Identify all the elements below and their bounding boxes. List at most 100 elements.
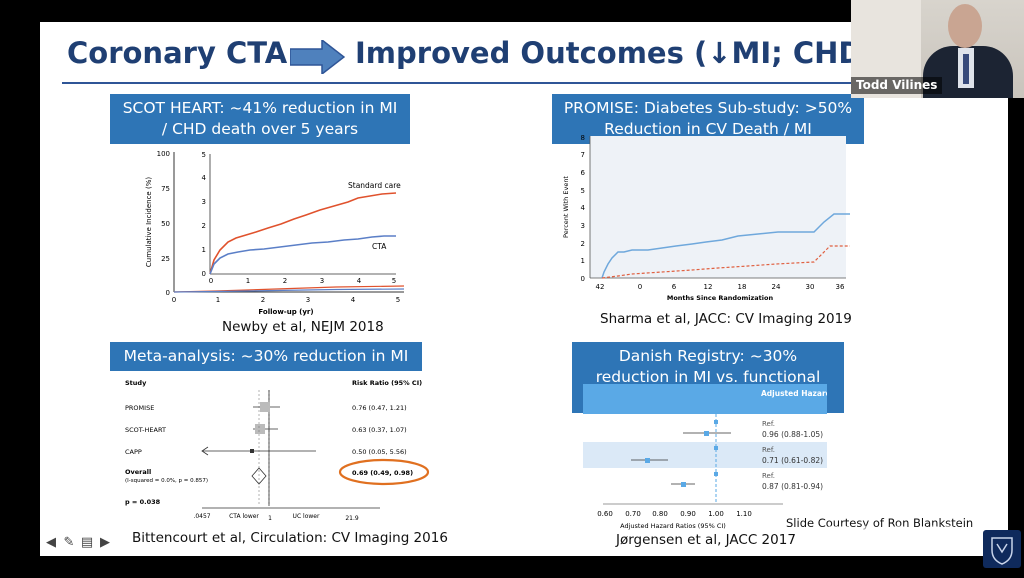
danish-ref: Ref. bbox=[762, 446, 775, 454]
promise-x-tick: 0 bbox=[638, 283, 642, 291]
scot-heart-heading: SCOT HEART: ~41% reduction in MI / CHD d… bbox=[110, 94, 410, 144]
slides-icon[interactable]: ▤ bbox=[80, 535, 94, 550]
scot-inner-x-tick: 4 bbox=[357, 277, 362, 285]
meta-x-right: 21.9 bbox=[345, 515, 359, 522]
scot-inner-y-tick: 0 bbox=[202, 270, 206, 278]
danish-hr: 0.87 (0.81-0.94) bbox=[762, 482, 823, 491]
meta-overall-rr: 0.69 (0.49, 0.98) bbox=[352, 469, 413, 477]
cta-label: CTA bbox=[372, 242, 387, 251]
scot-heart-citation: Newby et al, NEJM 2018 bbox=[222, 319, 384, 335]
danish-x-label: Adjusted Hazard Ratios (95% CI) bbox=[620, 522, 726, 530]
standard-care-label: Standard care bbox=[348, 181, 401, 190]
slide-title: Coronary CTA Improved Outcomes (↓MI; CHD bbox=[40, 22, 1008, 92]
scot-x-tick: 0 bbox=[172, 296, 176, 304]
scot-x-tick: 5 bbox=[396, 296, 400, 304]
cta-curve bbox=[209, 235, 396, 275]
meta-citation: Bittencourt et al, Circulation: CV Imagi… bbox=[132, 530, 448, 546]
scot-heart-chart: 100 75 50 25 0 Cumulative Incidence (%) … bbox=[145, 150, 405, 316]
danish-x-tick: 0.80 bbox=[652, 510, 668, 518]
meta-overall-sub: (I-squared = 0.0%, p = 0.857) bbox=[125, 478, 208, 484]
pen-icon[interactable]: ✎ bbox=[63, 535, 75, 550]
danish-ref: Ref. bbox=[762, 420, 775, 428]
slide: Coronary CTA Improved Outcomes (↓MI; CHD… bbox=[40, 22, 1008, 556]
promise-y-tick: 3 bbox=[581, 222, 585, 230]
scot-inner-y-tick: 5 bbox=[202, 151, 206, 159]
scot-y-label: Cumulative Incidence (%) bbox=[145, 177, 153, 267]
promise-y-tick: 8 bbox=[581, 134, 585, 142]
scot-inner-x-tick: 0 bbox=[209, 277, 213, 285]
meta-forest-plot: Study Risk Ratio (95% CI) PROMISE 0.76 (… bbox=[125, 379, 430, 522]
promise-y-tick: 7 bbox=[581, 151, 585, 159]
scot-outer-y-tick: 25 bbox=[161, 255, 170, 263]
promise-heading: PROMISE: Diabetes Sub-study: >50% Reduct… bbox=[552, 94, 864, 144]
participant-name: Todd Vilines bbox=[851, 77, 943, 94]
danish-hr: 0.96 (0.88-1.05) bbox=[762, 430, 823, 439]
standard-care-curve bbox=[209, 192, 397, 275]
promise-cta-curve bbox=[601, 213, 850, 279]
meta-study: SCOT-HEART bbox=[125, 426, 166, 434]
meta-x-mid: 1 bbox=[268, 515, 272, 522]
promise-x-label: Months Since Randomization bbox=[667, 294, 774, 302]
danish-x-tick: 1.10 bbox=[736, 510, 752, 518]
title-right: Improved Outcomes (↓MI; CHD bbox=[355, 36, 863, 70]
promise-y-tick: 0 bbox=[581, 275, 585, 283]
scot-x-tick: 2 bbox=[261, 296, 265, 304]
participant-avatar bbox=[948, 4, 982, 48]
meta-analysis-heading: Meta-analysis: ~30% reduction in MI bbox=[110, 342, 422, 371]
promise-chart: 8 7 6 5 4 3 2 1 0 Percent With Event 0 6… bbox=[562, 134, 850, 302]
scot-inner-y-tick: 3 bbox=[202, 198, 206, 206]
scot-inner-x-tick: 5 bbox=[392, 277, 396, 285]
meta-col-study: Study bbox=[125, 379, 147, 387]
scot-inner-y-tick: 2 bbox=[202, 222, 206, 230]
scot-inner-y-tick: 1 bbox=[202, 246, 206, 254]
promise-x-tick: 12 bbox=[704, 283, 713, 291]
promise-y-tick: 2 bbox=[581, 240, 585, 248]
promise-fft-curve bbox=[601, 245, 850, 279]
danish-x-tick: 0.60 bbox=[597, 510, 613, 518]
meta-rr: 0.76 (0.47, 1.21) bbox=[352, 404, 407, 412]
promise-x-tick: 36 bbox=[836, 283, 845, 291]
promise-x-tick: 42 bbox=[596, 283, 605, 291]
meta-pvalue: p = 0.038 bbox=[125, 498, 161, 506]
promise-x-tick: 6 bbox=[672, 283, 677, 291]
promise-x-tick: 30 bbox=[806, 283, 815, 291]
scot-outer-y-tick: 75 bbox=[161, 185, 170, 193]
scot-x-tick: 1 bbox=[216, 296, 220, 304]
meta-overall-highlight bbox=[338, 458, 430, 486]
danish-x-tick: 0.90 bbox=[680, 510, 696, 518]
promise-y-tick: 6 bbox=[581, 169, 586, 177]
scot-inner-y-tick: 4 bbox=[202, 174, 207, 182]
scot-inner-x-tick: 3 bbox=[320, 277, 324, 285]
promise-citation: Sharma et al, JACC: CV Imaging 2019 bbox=[600, 311, 852, 327]
institution-seal-icon bbox=[983, 530, 1021, 568]
promise-y-label: Percent With Event bbox=[562, 176, 570, 238]
meta-overall-label: Overall bbox=[125, 468, 151, 476]
arrow-right-icon bbox=[290, 40, 345, 74]
danish-x-tick: 0.70 bbox=[625, 510, 641, 518]
danish-x-tick: 1.00 bbox=[708, 510, 724, 518]
title-left: Coronary CTA bbox=[67, 36, 288, 70]
danish-forest-plot: Adjusted Hazard ratios Ref. 0.96 (0.88-1… bbox=[583, 384, 827, 530]
slide-credit: Slide Courtesy of Ron Blankstein bbox=[786, 516, 974, 530]
scot-inner-x-tick: 2 bbox=[283, 277, 287, 285]
scot-x-tick: 3 bbox=[306, 296, 310, 304]
webcam-tile[interactable]: Todd Vilines bbox=[851, 0, 1024, 98]
scot-outer-y-tick: 0 bbox=[166, 289, 170, 297]
meta-rr: 0.50 (0.05, 5.56) bbox=[352, 448, 407, 456]
forward-arrow-icon[interactable]: ▶ bbox=[100, 535, 110, 550]
promise-y-tick: 5 bbox=[581, 187, 585, 195]
scot-x-tick: 4 bbox=[351, 296, 356, 304]
title-divider bbox=[62, 82, 854, 84]
scot-x-label: Follow-up (yr) bbox=[258, 308, 313, 316]
danish-citation: Jørgensen et al, JACC 2017 bbox=[616, 532, 796, 548]
danish-col-header: Adjusted Hazard ratios bbox=[761, 389, 827, 398]
danish-hr: 0.71 (0.61-0.82) bbox=[762, 456, 823, 465]
meta-study: PROMISE bbox=[125, 404, 154, 412]
promise-y-tick: 1 bbox=[581, 257, 585, 265]
promise-x-tick: 24 bbox=[772, 283, 781, 291]
back-arrow-icon[interactable]: ◀ bbox=[46, 535, 56, 550]
meta-col-rr: Risk Ratio (95% CI) bbox=[352, 379, 422, 387]
meta-study: CAPP bbox=[125, 448, 142, 456]
meta-rr: 0.63 (0.37, 1.07) bbox=[352, 426, 407, 434]
scot-outer-y-tick: 50 bbox=[161, 220, 170, 228]
